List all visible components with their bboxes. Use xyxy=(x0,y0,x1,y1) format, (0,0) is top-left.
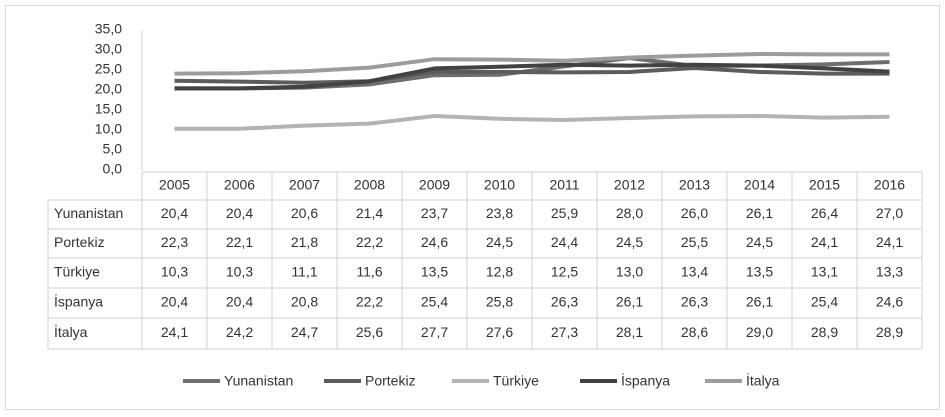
table-value: 24,5 xyxy=(746,234,773,250)
table-value: 13,5 xyxy=(421,264,448,280)
table-value: 20,6 xyxy=(291,205,318,221)
table-value: 26,1 xyxy=(616,294,643,310)
column-header: 2013 xyxy=(679,177,710,193)
series-line xyxy=(174,62,890,91)
column-header: 2007 xyxy=(289,177,320,193)
table-value: 20,4 xyxy=(161,294,188,310)
table-value: 24,1 xyxy=(811,234,838,250)
legend-label: Yunanistan xyxy=(224,373,293,389)
table-value: 24,5 xyxy=(616,234,643,250)
column-header: 2014 xyxy=(744,177,775,193)
series-line xyxy=(174,114,890,131)
table-value: 26,3 xyxy=(681,294,708,310)
table-value: 24,5 xyxy=(486,234,513,250)
table-value: 20,4 xyxy=(226,294,253,310)
table-value: 24,2 xyxy=(226,324,253,340)
table-value: 25,9 xyxy=(551,205,578,221)
table-value: 21,4 xyxy=(356,205,383,221)
table-value: 13,3 xyxy=(876,264,903,280)
y-tick-label: 35,0 xyxy=(95,21,122,37)
table-value: 27,0 xyxy=(876,205,903,221)
legend-label: Portekiz xyxy=(365,373,416,389)
table-value: 20,8 xyxy=(291,294,318,310)
column-header: 2015 xyxy=(809,177,840,193)
table-value: 24,6 xyxy=(876,294,903,310)
table-value: 12,8 xyxy=(486,264,513,280)
table-value: 27,3 xyxy=(551,324,578,340)
table-value: 26,1 xyxy=(746,205,773,221)
y-tick-label: 0,0 xyxy=(103,161,123,177)
column-header: 2008 xyxy=(354,177,385,193)
legend-label: Türkiye xyxy=(493,373,539,389)
table-value: 26,4 xyxy=(811,205,838,221)
row-header: Portekiz xyxy=(54,234,105,250)
table-value: 28,9 xyxy=(811,324,838,340)
table-value: 12,5 xyxy=(551,264,578,280)
table-value: 29,0 xyxy=(746,324,773,340)
y-tick-label: 25,0 xyxy=(95,61,122,77)
table-value: 26,3 xyxy=(551,294,578,310)
table-value: 28,9 xyxy=(876,324,903,340)
table-value: 20,4 xyxy=(161,205,188,221)
table-value: 22,2 xyxy=(356,294,383,310)
table-value: 27,6 xyxy=(486,324,513,340)
table-value: 24,1 xyxy=(161,324,188,340)
row-header: İspanya xyxy=(54,293,103,310)
y-tick-label: 30,0 xyxy=(95,41,122,57)
table-value: 28,1 xyxy=(616,324,643,340)
column-header: 2005 xyxy=(159,177,190,193)
table-value: 13,4 xyxy=(681,264,708,280)
legend-label: İtalya xyxy=(746,372,780,389)
table-value: 13,5 xyxy=(746,264,773,280)
table-value: 25,6 xyxy=(356,324,383,340)
table-value: 20,4 xyxy=(226,205,253,221)
table-value: 11,1 xyxy=(291,264,317,280)
column-header: 2016 xyxy=(874,177,905,193)
table-value: 13,1 xyxy=(811,264,838,280)
table-value: 23,8 xyxy=(486,205,513,221)
y-tick-label: 5,0 xyxy=(103,141,123,157)
table-value: 24,7 xyxy=(291,324,318,340)
y-tick-label: 15,0 xyxy=(95,101,122,117)
table-value: 24,6 xyxy=(421,234,448,250)
table-value: 28,6 xyxy=(681,324,708,340)
table-value: 25,4 xyxy=(421,294,448,310)
y-tick-label: 20,0 xyxy=(95,81,122,97)
table-value: 13,0 xyxy=(616,264,643,280)
table-value: 25,5 xyxy=(681,234,708,250)
row-header: Yunanistan xyxy=(54,205,123,221)
table-value: 28,0 xyxy=(616,205,643,221)
table-value: 10,3 xyxy=(226,264,253,280)
table-value: 27,7 xyxy=(421,324,448,340)
table-value: 26,1 xyxy=(746,294,773,310)
table-value: 24,4 xyxy=(551,234,578,250)
table-value: 24,1 xyxy=(876,234,903,250)
table-value: 22,2 xyxy=(356,234,383,250)
table-value: 22,3 xyxy=(161,234,188,250)
column-header: 2006 xyxy=(224,177,255,193)
table-value: 22,1 xyxy=(226,234,253,250)
series-line xyxy=(174,66,890,85)
row-header: Türkiye xyxy=(54,264,100,280)
table-value: 23,7 xyxy=(421,205,448,221)
table-value: 11,6 xyxy=(356,264,382,280)
table-value: 25,4 xyxy=(811,294,838,310)
column-header: 2012 xyxy=(614,177,645,193)
column-header: 2009 xyxy=(419,177,450,193)
row-header: İtalya xyxy=(54,323,88,340)
table-value: 10,3 xyxy=(161,264,188,280)
y-tick-label: 10,0 xyxy=(95,121,122,137)
table-value: 25,8 xyxy=(486,294,513,310)
series-line xyxy=(174,52,890,76)
table-value: 26,0 xyxy=(681,205,708,221)
legend-label: İspanya xyxy=(621,372,670,389)
table-value: 21,8 xyxy=(291,234,318,250)
column-header: 2010 xyxy=(484,177,515,193)
column-header: 2011 xyxy=(549,177,579,193)
